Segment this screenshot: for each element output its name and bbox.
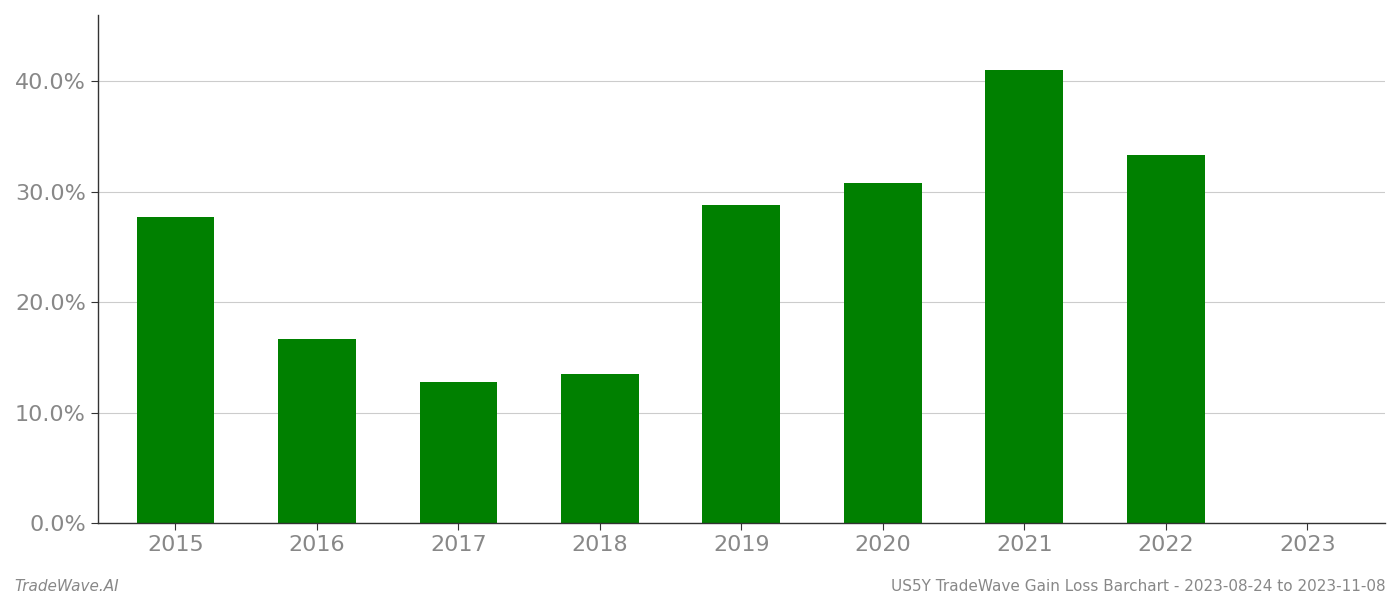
- Bar: [703, 205, 780, 523]
- Bar: [561, 374, 638, 523]
- Bar: [1127, 155, 1204, 523]
- Bar: [420, 382, 497, 523]
- Bar: [137, 217, 214, 523]
- Bar: [986, 70, 1063, 523]
- Bar: [844, 183, 921, 523]
- Text: US5Y TradeWave Gain Loss Barchart - 2023-08-24 to 2023-11-08: US5Y TradeWave Gain Loss Barchart - 2023…: [892, 579, 1386, 594]
- Bar: [279, 338, 356, 523]
- Text: TradeWave.AI: TradeWave.AI: [14, 579, 119, 594]
